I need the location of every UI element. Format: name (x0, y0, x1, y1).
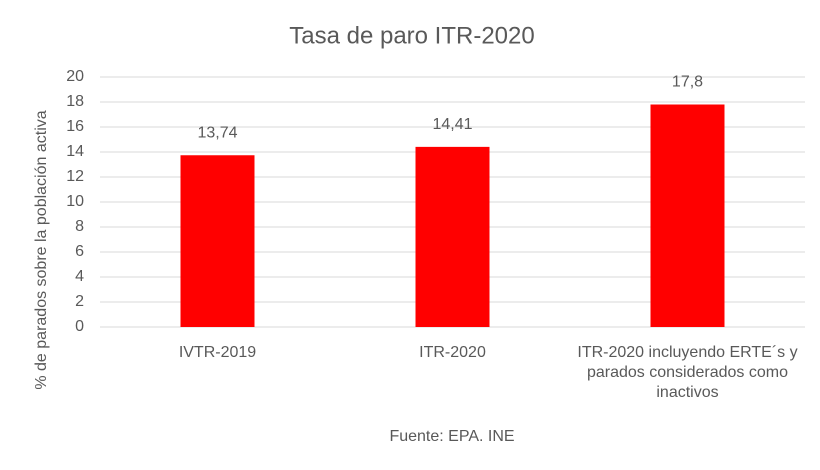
y-tick-label: 6 (75, 243, 84, 260)
y-tick-label: 10 (66, 193, 84, 210)
value-label: 13,74 (197, 124, 237, 141)
bar (415, 146, 490, 327)
chart-title: Tasa de paro ITR-2020 (289, 22, 534, 49)
x-tick-label: IVTR-2019 (178, 344, 257, 361)
y-tick-label: 2 (75, 293, 84, 310)
bar (180, 155, 255, 327)
source-note: Fuente: EPA. INE (389, 428, 514, 445)
y-tick-label: 12 (66, 168, 84, 185)
value-label: 17,8 (672, 74, 703, 91)
x-tick-label: ITR-2020 incluyendo ERTE´s y parados con… (577, 344, 798, 401)
y-tick-label: 20 (66, 68, 84, 85)
bar (650, 104, 725, 327)
y-tick-label: 16 (66, 118, 84, 135)
y-tick-label: 18 (66, 93, 84, 110)
y-axis-label: % de parados sobre la población activa (33, 110, 50, 389)
value-label: 14,41 (432, 116, 472, 133)
y-tick-label: 8 (75, 218, 84, 235)
y-tick-label: 4 (75, 268, 84, 285)
y-tick-label: 14 (66, 143, 84, 160)
x-tick-label: ITR-2020 (419, 344, 486, 361)
y-tick-label: 0 (75, 318, 84, 335)
